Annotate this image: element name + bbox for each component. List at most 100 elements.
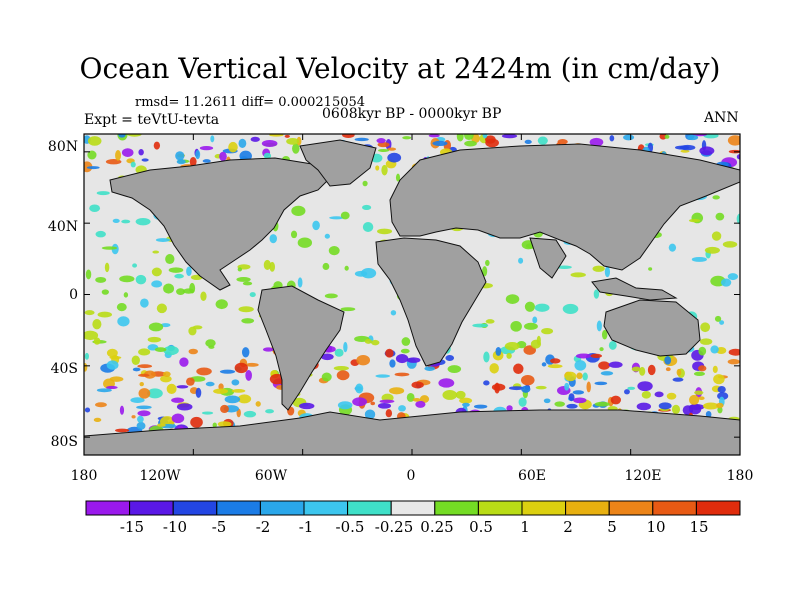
y-tick-label: 0 bbox=[69, 287, 78, 303]
velocity-patch bbox=[593, 289, 600, 299]
velocity-patch bbox=[362, 204, 372, 211]
velocity-patch bbox=[196, 367, 212, 376]
velocity-patch bbox=[521, 385, 531, 393]
velocity-patch bbox=[242, 281, 253, 286]
velocity-patch bbox=[483, 351, 490, 363]
velocity-patch bbox=[518, 397, 527, 407]
velocity-patch bbox=[131, 415, 136, 419]
velocity-patch bbox=[518, 257, 524, 264]
velocity-patch bbox=[147, 336, 162, 343]
velocity-patch bbox=[119, 275, 135, 283]
velocity-patch bbox=[654, 391, 664, 398]
velocity-patch bbox=[249, 292, 256, 298]
velocity-patch bbox=[290, 230, 298, 239]
velocity-patch bbox=[402, 136, 412, 140]
colorbar-label: -1 bbox=[298, 518, 314, 536]
velocity-patch bbox=[106, 360, 119, 370]
velocity-patch bbox=[698, 365, 707, 372]
velocity-patch bbox=[166, 383, 177, 395]
velocity-patch bbox=[320, 353, 334, 361]
velocity-patch bbox=[679, 144, 696, 151]
velocity-patch bbox=[179, 357, 189, 367]
velocity-patch bbox=[84, 330, 99, 341]
velocity-patch bbox=[572, 390, 585, 395]
velocity-patch bbox=[165, 254, 175, 265]
velocity-patch bbox=[688, 218, 701, 223]
velocity-patch bbox=[406, 357, 421, 363]
velocity-patch bbox=[119, 405, 125, 415]
velocity-patch bbox=[564, 382, 570, 391]
velocity-patch bbox=[715, 212, 725, 221]
velocity-patch bbox=[337, 401, 353, 410]
velocity-patch bbox=[176, 159, 186, 165]
colorbar-label: 1 bbox=[520, 518, 530, 536]
velocity-patch bbox=[704, 246, 720, 254]
velocity-patch bbox=[406, 392, 415, 402]
velocity-patch bbox=[573, 397, 587, 404]
velocity-patch bbox=[175, 151, 185, 161]
colorbar-swatch bbox=[652, 500, 697, 516]
velocity-patch bbox=[138, 388, 151, 399]
land-australia bbox=[603, 299, 701, 357]
velocity-patch bbox=[395, 173, 401, 182]
velocity-patch bbox=[586, 381, 591, 393]
colorbar-swatch bbox=[347, 500, 392, 516]
velocity-patch bbox=[362, 221, 374, 233]
velocity-patch bbox=[250, 136, 260, 142]
velocity-patch bbox=[464, 140, 477, 147]
velocity-patch bbox=[342, 134, 355, 139]
velocity-patch bbox=[705, 410, 712, 418]
velocity-patch bbox=[513, 363, 524, 374]
y-tick-label: 40S bbox=[50, 361, 78, 377]
figure-title: Ocean Vertical Velocity at 2424m (in cm/… bbox=[79, 52, 721, 85]
colorbar-swatch bbox=[434, 500, 479, 516]
velocity-patch bbox=[485, 138, 499, 148]
velocity-patch bbox=[205, 339, 216, 348]
velocity-patch bbox=[719, 320, 725, 325]
velocity-patch bbox=[106, 385, 118, 390]
velocity-patch bbox=[151, 267, 162, 277]
velocity-patch bbox=[713, 374, 725, 385]
velocity-patch bbox=[568, 393, 575, 402]
velocity-patch bbox=[411, 381, 424, 389]
velocity-patch bbox=[727, 135, 740, 146]
velocity-patch bbox=[356, 355, 371, 366]
colorbar-label: -5 bbox=[211, 518, 227, 536]
velocity-patch bbox=[419, 395, 430, 403]
velocity-patch bbox=[160, 323, 171, 328]
velocity-patch bbox=[712, 365, 718, 374]
velocity-patch bbox=[666, 392, 677, 400]
velocity-patch bbox=[297, 277, 303, 288]
velocity-patch bbox=[575, 353, 592, 359]
velocity-patch bbox=[95, 230, 106, 238]
velocity-patch bbox=[212, 422, 217, 428]
velocity-patch bbox=[736, 213, 740, 225]
velocity-patch bbox=[482, 134, 488, 139]
velocity-patch bbox=[84, 407, 91, 413]
velocity-patch bbox=[699, 338, 713, 345]
velocity-patch bbox=[148, 322, 164, 332]
velocity-patch bbox=[135, 217, 151, 226]
velocity-patch bbox=[237, 394, 252, 404]
velocity-patch bbox=[86, 166, 100, 170]
land-india-peninsula bbox=[529, 237, 567, 279]
velocity-patch bbox=[228, 141, 238, 153]
velocity-patch bbox=[243, 410, 257, 418]
velocity-patch bbox=[324, 293, 338, 299]
velocity-patch bbox=[482, 266, 488, 277]
velocity-patch bbox=[395, 354, 409, 364]
velocity-patch bbox=[168, 267, 184, 273]
velocity-patch bbox=[255, 401, 261, 407]
velocity-patch bbox=[370, 401, 376, 406]
velocity-patch bbox=[691, 256, 707, 262]
velocity-patch bbox=[711, 231, 722, 241]
colorbar-swatch bbox=[129, 500, 174, 516]
velocity-patch bbox=[139, 382, 144, 387]
colorbar bbox=[85, 500, 741, 516]
velocity-patch bbox=[140, 298, 149, 308]
velocity-patch bbox=[524, 139, 532, 144]
velocity-patch bbox=[136, 421, 146, 430]
colorbar-swatch bbox=[172, 500, 218, 516]
velocity-patch bbox=[387, 147, 397, 151]
